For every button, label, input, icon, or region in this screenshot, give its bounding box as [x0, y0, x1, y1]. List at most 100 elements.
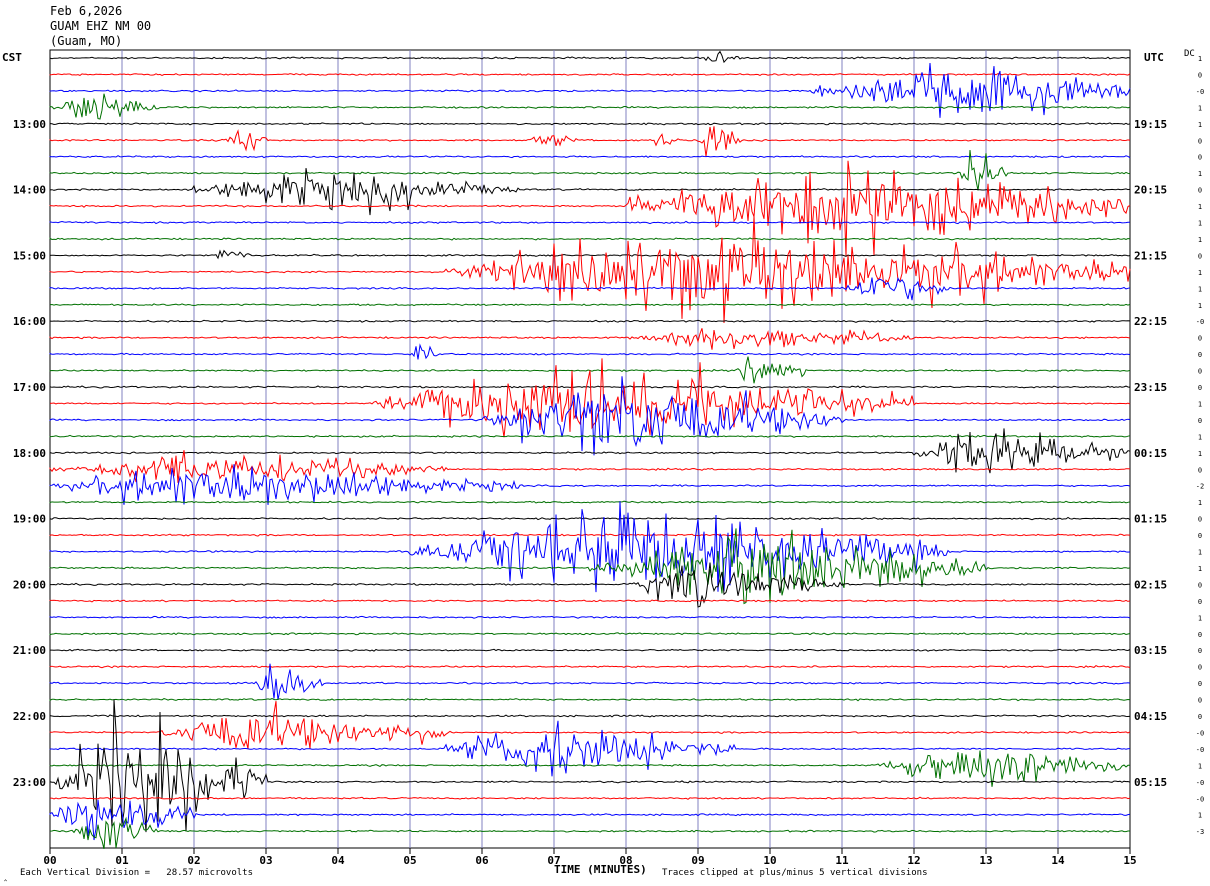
- x-tick-label: 10: [763, 854, 776, 867]
- utc-hour-label: 19:15: [1134, 118, 1167, 131]
- dc-offset-label: 0: [1198, 664, 1202, 672]
- trace-line-red: [49, 796, 1131, 800]
- trace-line-black: [49, 516, 1131, 521]
- trace-line-green: [49, 356, 1131, 384]
- dc-offset-label: 1: [1198, 104, 1202, 112]
- dc-offset-label: 1: [1198, 499, 1202, 507]
- trace-line-red: [49, 328, 1131, 350]
- utc-hour-label: 00:15: [1134, 447, 1167, 460]
- dc-offset-label: 1: [1198, 565, 1202, 573]
- date-label: Feb 6,2026: [50, 4, 123, 18]
- trace-line-black: [49, 249, 1131, 260]
- dc-offset-label: 1: [1198, 302, 1202, 310]
- x-tick-label: 08: [619, 854, 632, 867]
- trace-line-black: [49, 319, 1131, 323]
- x-tick-label: 14: [1051, 854, 1065, 867]
- trace-line-black: [49, 714, 1131, 718]
- trace-line-red: [49, 533, 1131, 537]
- dc-offset-label: 0: [1198, 384, 1202, 392]
- trace-line-blue: [49, 277, 1131, 301]
- dc-offset-label: 1: [1198, 55, 1202, 63]
- trace-line-green: [49, 93, 1131, 120]
- dc-offset-label: 1: [1198, 812, 1202, 820]
- clip-note: Traces clipped at plus/minus 5 vertical …: [662, 868, 928, 878]
- dc-offset-label: -0: [1196, 729, 1204, 737]
- dc-offset-label: 1: [1198, 762, 1202, 770]
- trace-line-blue: [49, 501, 1131, 593]
- x-axis-title: TIME (MINUTES): [554, 863, 647, 876]
- dc-offset-label: -0: [1196, 746, 1204, 754]
- dc-offset-label: 0: [1198, 631, 1202, 639]
- dc-offset-label: 1: [1198, 203, 1202, 211]
- dc-offset-label: 0: [1198, 154, 1202, 162]
- dc-offset-label: 0: [1198, 252, 1202, 260]
- cst-hour-label: 23:00: [13, 776, 46, 789]
- trace-line-black: [49, 168, 1131, 216]
- dc-offset-label: 0: [1198, 697, 1202, 705]
- x-tick-label: 05: [403, 854, 416, 867]
- cst-axis-label: CST: [2, 51, 22, 64]
- trace-line-blue: [49, 63, 1131, 118]
- trace-line-black: [49, 428, 1131, 474]
- trace-line-green: [49, 816, 1130, 850]
- dc-offset-label: 0: [1198, 187, 1202, 195]
- trace-line-red: [49, 358, 1131, 438]
- cst-hour-label: 19:00: [13, 513, 46, 526]
- dc-offset-label: -3: [1196, 828, 1204, 836]
- x-tick-label: 01: [115, 854, 129, 867]
- plot-frame: [49, 49, 1131, 849]
- trace-line-green: [49, 303, 1131, 307]
- dc-offset-label: 1: [1198, 433, 1202, 441]
- trace-line-red: [49, 126, 1131, 157]
- dc-offset-label: 1: [1198, 121, 1202, 129]
- cst-hour-label: 20:00: [13, 578, 46, 591]
- dc-offset-label: 1: [1198, 170, 1202, 178]
- dc-offset-label: 0: [1198, 516, 1202, 524]
- trace-line-red: [49, 160, 1131, 257]
- dc-label: DC: [1184, 49, 1195, 59]
- x-tick-label: 00: [43, 854, 56, 867]
- x-tick-label: 02: [187, 854, 200, 867]
- trace-line-green: [49, 434, 1131, 438]
- cst-hour-label: 21:00: [13, 644, 46, 657]
- dc-offset-label: -2: [1196, 483, 1204, 491]
- trace-line-blue: [49, 376, 1131, 456]
- dc-offset-label: 0: [1198, 368, 1202, 376]
- trace-line-red: [49, 701, 1131, 749]
- trace-line-green: [49, 698, 1131, 702]
- utc-hour-label: 21:15: [1134, 249, 1167, 262]
- trace-line-blue: [49, 663, 1131, 700]
- x-tick-label: 09: [691, 854, 704, 867]
- trace-line-blue: [49, 155, 1131, 159]
- dc-offset-label: 0: [1198, 417, 1202, 425]
- vertical-division-note: Each Vertical Division = 28.57 microvolt…: [20, 868, 253, 878]
- trace-line-green: [49, 528, 1131, 605]
- dc-offset-label: 1: [1198, 269, 1202, 277]
- dc-offset-label: 1: [1198, 285, 1202, 293]
- trace-line-black: [49, 50, 1131, 64]
- x-tick-label: 03: [259, 854, 272, 867]
- x-tick-label: 07: [547, 854, 560, 867]
- dc-offset-label: 0: [1198, 335, 1202, 343]
- trace-line-red: [49, 450, 1131, 483]
- dc-offset-label: 0: [1198, 680, 1202, 688]
- trace-line-blue: [49, 799, 1131, 841]
- utc-hour-label: 23:15: [1134, 381, 1167, 394]
- utc-hour-label: 01:15: [1134, 513, 1167, 526]
- dc-offset-label: 1: [1198, 549, 1202, 557]
- dc-offset-label: 0: [1198, 532, 1202, 540]
- trace-line-black: [49, 122, 1131, 126]
- cst-hour-label: 16:00: [13, 315, 46, 328]
- x-tick-label: 13: [979, 854, 992, 867]
- cst-hour-label: 14:00: [13, 184, 46, 197]
- dc-offset-label: 1: [1198, 236, 1202, 244]
- dc-offset-label: 1: [1198, 400, 1202, 408]
- dc-offset-label: 1: [1198, 220, 1202, 228]
- dc-offset-label: -0: [1196, 88, 1204, 96]
- trace-line-green: [49, 500, 1131, 504]
- utc-hour-label: 05:15: [1134, 776, 1167, 789]
- x-tick-label: 12: [907, 854, 920, 867]
- trace-line-blue: [49, 343, 1131, 360]
- dc-offset-label: -0: [1196, 318, 1204, 326]
- dc-offset-label: 0: [1198, 713, 1202, 721]
